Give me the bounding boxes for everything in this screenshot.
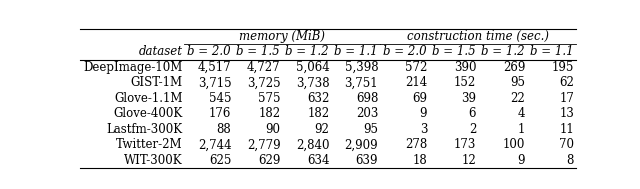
Text: 69: 69 <box>412 92 427 105</box>
Text: 278: 278 <box>405 138 427 151</box>
Text: 390: 390 <box>454 61 476 74</box>
Text: 1: 1 <box>518 123 525 136</box>
Text: GIST-1M: GIST-1M <box>131 76 182 89</box>
Text: 13: 13 <box>559 107 574 120</box>
Text: 203: 203 <box>356 107 378 120</box>
Text: 39: 39 <box>461 92 476 105</box>
Text: 92: 92 <box>314 123 330 136</box>
Text: 22: 22 <box>510 92 525 105</box>
Text: b = 1.1: b = 1.1 <box>334 45 378 58</box>
Text: 4,727: 4,727 <box>247 61 280 74</box>
Text: b = 2.0: b = 2.0 <box>383 45 426 58</box>
Text: 88: 88 <box>217 123 232 136</box>
Text: 4,517: 4,517 <box>198 61 232 74</box>
Text: 12: 12 <box>461 154 476 167</box>
Text: 698: 698 <box>356 92 378 105</box>
Text: 95: 95 <box>364 123 378 136</box>
Text: 8: 8 <box>566 154 574 167</box>
Text: 2: 2 <box>468 123 476 136</box>
Text: 18: 18 <box>412 154 427 167</box>
Text: dataset: dataset <box>138 45 182 58</box>
Text: 629: 629 <box>258 154 280 167</box>
Text: 632: 632 <box>307 92 330 105</box>
Text: 625: 625 <box>209 154 232 167</box>
Text: 2,909: 2,909 <box>344 138 378 151</box>
Text: 2,840: 2,840 <box>296 138 330 151</box>
Text: 9: 9 <box>420 107 427 120</box>
Text: 3,738: 3,738 <box>296 76 330 89</box>
Text: 3,751: 3,751 <box>344 76 378 89</box>
Text: 2,779: 2,779 <box>247 138 280 151</box>
Text: 182: 182 <box>258 107 280 120</box>
Text: 182: 182 <box>307 107 330 120</box>
Text: 3: 3 <box>420 123 427 136</box>
Text: 545: 545 <box>209 92 232 105</box>
Text: 17: 17 <box>559 92 574 105</box>
Text: 634: 634 <box>307 154 330 167</box>
Text: 100: 100 <box>502 138 525 151</box>
Text: 2,744: 2,744 <box>198 138 232 151</box>
Text: 152: 152 <box>454 76 476 89</box>
Text: 214: 214 <box>405 76 427 89</box>
Text: 70: 70 <box>559 138 574 151</box>
Text: 90: 90 <box>266 123 280 136</box>
Text: 575: 575 <box>258 92 280 105</box>
Text: 269: 269 <box>502 61 525 74</box>
Text: b = 1.1: b = 1.1 <box>530 45 573 58</box>
Text: b = 1.5: b = 1.5 <box>432 45 476 58</box>
Text: b = 2.0: b = 2.0 <box>187 45 231 58</box>
Text: b = 1.5: b = 1.5 <box>236 45 280 58</box>
Text: memory (MiB): memory (MiB) <box>239 30 325 43</box>
Text: b = 1.2: b = 1.2 <box>285 45 328 58</box>
Text: 639: 639 <box>356 154 378 167</box>
Text: 176: 176 <box>209 107 232 120</box>
Text: Twitter-2M: Twitter-2M <box>116 138 182 151</box>
Text: 9: 9 <box>518 154 525 167</box>
Text: 572: 572 <box>405 61 427 74</box>
Text: 11: 11 <box>559 123 574 136</box>
Text: 5,398: 5,398 <box>344 61 378 74</box>
Text: 4: 4 <box>518 107 525 120</box>
Text: DeepImage-10M: DeepImage-10M <box>83 61 182 74</box>
Text: 62: 62 <box>559 76 574 89</box>
Text: 3,725: 3,725 <box>247 76 280 89</box>
Text: 6: 6 <box>468 107 476 120</box>
Text: Glove-400K: Glove-400K <box>113 107 182 120</box>
Text: 3,715: 3,715 <box>198 76 232 89</box>
Text: 173: 173 <box>454 138 476 151</box>
Text: 5,064: 5,064 <box>296 61 330 74</box>
Text: construction time (sec.): construction time (sec.) <box>407 30 549 43</box>
Text: Glove-1.1M: Glove-1.1M <box>114 92 182 105</box>
Text: WIT-300K: WIT-300K <box>124 154 182 167</box>
Text: b = 1.2: b = 1.2 <box>481 45 524 58</box>
Text: 95: 95 <box>510 76 525 89</box>
Text: 195: 195 <box>552 61 574 74</box>
Text: Lastfm-300K: Lastfm-300K <box>106 123 182 136</box>
